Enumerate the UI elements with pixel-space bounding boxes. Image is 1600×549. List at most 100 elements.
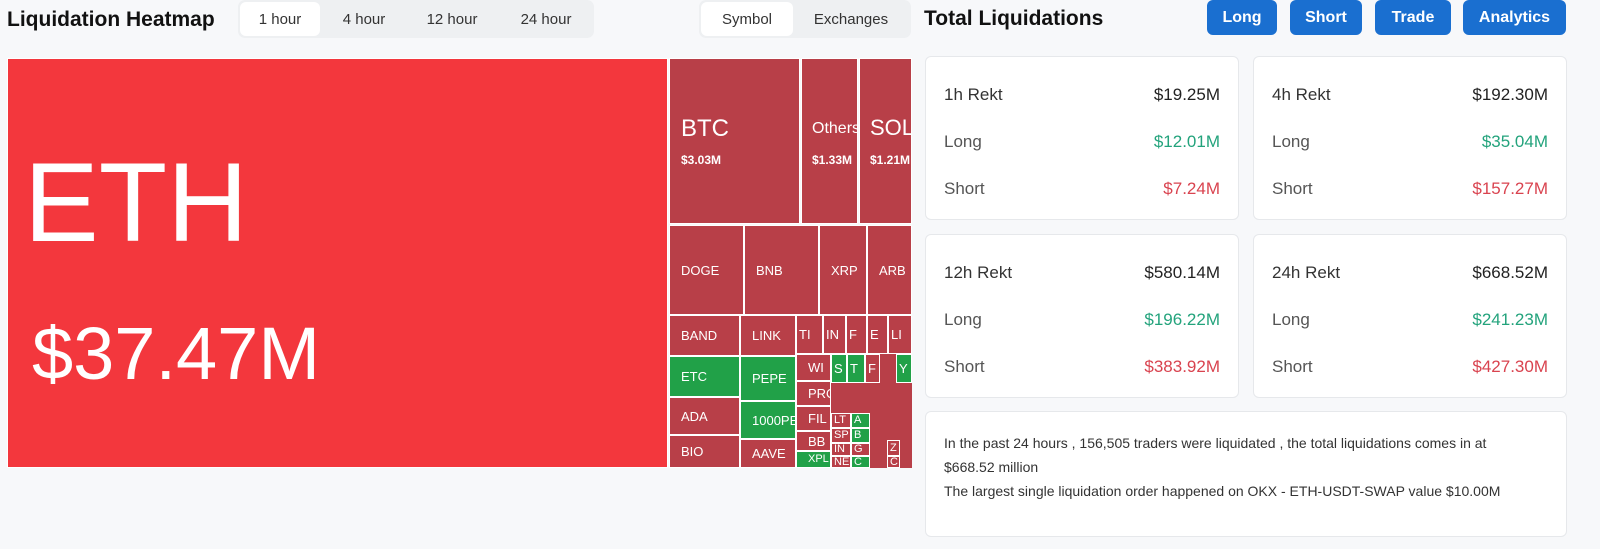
card-title: 24h Rekt — [1272, 263, 1341, 282]
view-tab[interactable]: Exchanges — [813, 10, 889, 28]
row-value: $427.30M — [1472, 357, 1548, 376]
row-value: $7.24M — [1163, 179, 1220, 198]
card-title: 1h Rekt — [944, 85, 1003, 104]
heatmap-tile[interactable]: BNB — [744, 225, 819, 315]
tile-label: F — [868, 361, 876, 376]
row-label: Short — [944, 179, 985, 198]
note-card: In the past 24 hours , 156,505 traders w… — [925, 411, 1567, 537]
time-tab[interactable]: 24 hour — [520, 10, 572, 28]
heatmap-tile[interactable]: A — [851, 413, 870, 428]
action-button[interactable]: Analytics — [1463, 0, 1566, 35]
heatmap-tile[interactable]: PRO — [796, 381, 831, 406]
tile-label: BB — [808, 433, 826, 449]
heatmap-tile[interactable]: ETC — [669, 356, 740, 397]
heatmap-tile[interactable]: G — [851, 443, 870, 456]
time-tab[interactable]: 4 hour — [342, 10, 386, 28]
tile-label: LT — [834, 414, 847, 426]
heatmap-tile[interactable]: TI — [796, 315, 823, 354]
heatmap-tile[interactable]: XPL — [796, 451, 831, 468]
heatmap-tile[interactable]: E — [867, 315, 888, 354]
tile-label: S — [834, 361, 843, 376]
tile-label: BIO — [681, 444, 704, 459]
row-value: $241.23M — [1472, 310, 1548, 329]
tile-label: Others — [812, 120, 858, 137]
heatmap-tile[interactable]: LI — [888, 315, 912, 354]
stat-card: 4h Rekt $192.30M Long $35.04M Short $157.27M — [1253, 56, 1567, 220]
tile-label: SOL — [870, 115, 912, 140]
tile-label: AAVE — [752, 446, 786, 461]
heatmap-tile[interactable]: 1000PE — [740, 401, 796, 439]
tile-label: DOGE — [681, 262, 720, 278]
heatmap-tile[interactable]: T — [847, 354, 865, 383]
tile-label: A — [854, 414, 862, 426]
tile-value: $1.21M — [870, 153, 911, 167]
tile-label: BAND — [681, 328, 718, 343]
heatmap-tile[interactable]: AAVE — [740, 439, 796, 468]
heatmap-tile[interactable]: ETH $37.47M — [7, 58, 668, 468]
stat-card: 12h Rekt $580.14M Long $196.22M Short $383.92… — [925, 234, 1239, 398]
heatmap-tile[interactable]: DOGE — [669, 225, 744, 315]
time-tab[interactable]: 1 hour — [240, 2, 320, 36]
tile-label: SP — [834, 429, 849, 441]
heatmap-tile[interactable]: IN — [823, 315, 846, 354]
heatmap-tile[interactable]: ARB — [867, 225, 912, 315]
heatmap-tile[interactable]: F — [865, 354, 880, 383]
tile-label: T — [850, 361, 858, 376]
action-button[interactable]: Trade — [1375, 0, 1451, 35]
heatmap-tile[interactable]: PEPE — [740, 356, 796, 401]
tile-label: C — [890, 456, 898, 468]
tile-label: XRP — [831, 262, 858, 278]
tile-label: PRO — [808, 386, 830, 401]
tile-label: IN — [834, 443, 845, 455]
tile-label: Y — [899, 361, 908, 376]
heatmap-tile[interactable]: S — [831, 354, 847, 383]
card-total: $19.25M — [1153, 85, 1220, 104]
heatmap-tile[interactable]: SP — [831, 428, 851, 443]
tile-label: NE — [834, 456, 850, 468]
heatmap-tile[interactable]: SOL $1.21M — [859, 58, 912, 224]
action-button[interactable]: Long — [1207, 0, 1277, 35]
tile-value: $37.47M — [32, 312, 320, 395]
heatmap-tile[interactable]: NE — [831, 456, 851, 468]
tile-label: PEPE — [752, 371, 787, 386]
heatmap-tile[interactable]: Z — [887, 440, 900, 456]
tile-label: ETC — [681, 369, 707, 384]
tile-label: BTC — [681, 115, 729, 142]
heatmap-tile[interactable]: Y — [896, 354, 912, 383]
heatmap-tile[interactable]: XRP — [819, 225, 867, 315]
heatmap-tile[interactable]: BIO — [669, 435, 740, 468]
heatmap-tile[interactable]: FIL — [796, 406, 831, 431]
heatmap: ETH $37.47M BTC $3.03M Others $1.33M SOL $1.21M… — [7, 58, 912, 468]
heatmap-tile[interactable]: WI — [796, 354, 831, 381]
heatmap-tile[interactable]: ADA — [669, 397, 740, 435]
time-tab[interactable]: 12 hour — [426, 10, 478, 28]
heatmap-tile[interactable]: IN — [831, 443, 851, 456]
view-tab[interactable]: Symbol — [701, 2, 793, 36]
card-title: 4h Rekt — [1272, 85, 1331, 104]
action-button[interactable]: Short — [1290, 0, 1362, 35]
tile-label: LINK — [752, 328, 781, 343]
tile-label: F — [849, 327, 857, 342]
row-value: $383.92M — [1144, 357, 1220, 376]
heatmap-tile[interactable]: LINK — [740, 315, 796, 356]
heatmap-tile[interactable]: C — [851, 456, 870, 468]
tile-label: C — [854, 456, 862, 468]
row-value: $12.01M — [1153, 132, 1220, 151]
heatmap-tile[interactable]: BB — [796, 431, 831, 451]
heatmap-tile[interactable]: F — [846, 315, 867, 354]
card-title: 12h Rekt — [944, 263, 1013, 282]
heatmap-tile[interactable]: LT — [831, 413, 851, 428]
heatmap-tile[interactable]: Others $1.33M — [801, 58, 858, 224]
heatmap-tile[interactable]: BTC $3.03M — [669, 58, 800, 224]
tile-label: B — [854, 429, 862, 441]
heatmap-title: Liquidation Heatmap — [7, 8, 215, 31]
card-total: $192.30M — [1472, 85, 1548, 104]
row-label: Long — [1272, 310, 1310, 329]
heatmap-tile[interactable]: BAND — [669, 315, 740, 356]
row-label: Long — [944, 310, 982, 329]
heatmap-tile[interactable]: B — [851, 428, 870, 443]
heatmap-tile[interactable]: C — [887, 456, 900, 468]
tile-value: $1.33M — [812, 153, 853, 167]
tile-label: 1000PE — [752, 412, 796, 428]
